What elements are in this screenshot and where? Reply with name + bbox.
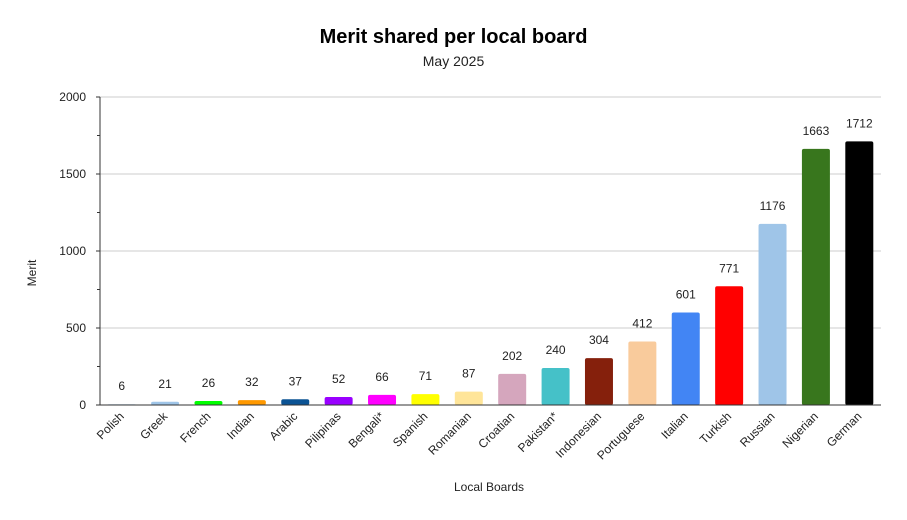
chart-title: Merit shared per local board [319,26,588,48]
data-label: 6 [118,379,125,393]
data-label: 21 [158,377,172,391]
x-tick-label: Nigerian [780,409,822,451]
bar [758,223,787,405]
x-tick-label: German [824,409,865,450]
bar [671,312,700,405]
data-label: 52 [332,372,346,386]
x-tick-label: Polish [94,409,127,442]
data-label: 304 [589,333,609,347]
x-tick-label: Pilipinas [302,409,344,451]
x-tick-label: Italian [658,409,691,442]
bar [324,396,353,405]
y-axis: 0 500 1000 1500 2000 [59,90,101,412]
bar [541,368,570,405]
y-tick-label: 1500 [59,167,86,181]
data-label: 202 [502,349,522,363]
bar [628,341,657,405]
data-label: 412 [632,317,652,331]
bar [237,400,266,405]
bar [498,373,527,405]
chart-subtitle: May 2025 [422,53,485,69]
data-label: 1176 [760,199,786,213]
data-label: 240 [546,343,566,357]
bar [801,148,830,405]
y-axis-label: Merit [25,259,39,286]
bar [454,391,483,405]
data-label: 87 [462,367,476,381]
x-tick-label: Indian [224,409,257,442]
bars [107,141,874,406]
x-tick-label: Spanish [390,409,431,450]
data-label: 1663 [803,124,830,138]
grid-lines [100,96,881,329]
data-label: 771 [719,261,739,275]
x-tick-label: Bengali* [346,409,388,451]
data-label: 71 [419,369,433,383]
x-tick-label: Greek [137,409,171,443]
y-tick-label: 500 [66,321,86,335]
x-axis: Polish Greek French Indian Arabic Pilipinas Be… [94,404,881,463]
bar [715,286,744,405]
y-tick-label: 1000 [59,244,86,258]
data-label: 37 [289,374,303,388]
data-label: 32 [245,375,259,389]
data-label: 66 [375,370,389,384]
x-axis-label: Local Boards [454,480,524,494]
data-labels: 6 21 26 32 37 52 66 71 87 202 240 304 412 601 771 1176 1… [118,116,873,393]
data-label: 601 [676,287,696,301]
bar [281,399,310,405]
bar [584,358,613,405]
bar [368,394,397,405]
x-tick-label: Portuguese [594,409,648,463]
x-tick-label: Arabic [266,409,300,443]
y-tick-label: 2000 [59,90,86,104]
x-tick-label: Romanian [425,409,474,458]
x-tick-label: Russian [737,409,778,450]
y-tick-label: 0 [79,398,86,412]
x-tick-label: Turkish [697,409,734,446]
data-label: 26 [202,376,216,390]
bar [151,401,180,405]
bar [194,400,223,405]
bar [411,394,440,405]
bar [845,141,874,406]
x-tick-label: Croatian [475,409,517,451]
data-label: 1712 [846,116,873,130]
x-tick-label: French [177,409,213,445]
